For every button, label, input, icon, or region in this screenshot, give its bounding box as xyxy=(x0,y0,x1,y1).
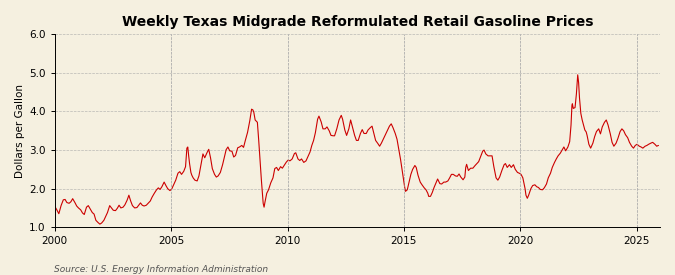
Title: Weekly Texas Midgrade Reformulated Retail Gasoline Prices: Weekly Texas Midgrade Reformulated Retai… xyxy=(122,15,593,29)
Text: Source: U.S. Energy Information Administration: Source: U.S. Energy Information Administ… xyxy=(54,265,268,274)
Y-axis label: Dollars per Gallon: Dollars per Gallon xyxy=(15,84,25,178)
